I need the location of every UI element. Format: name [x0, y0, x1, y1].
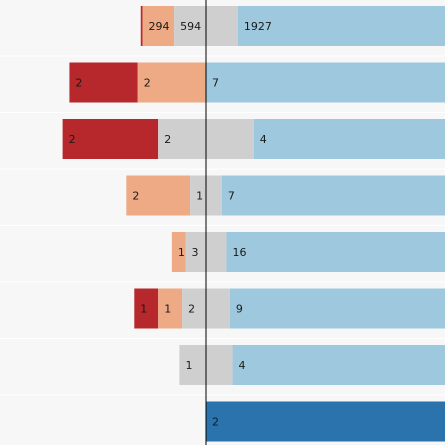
- mild-negative-segment: [137, 62, 206, 103]
- mild-negative-segment: [158, 288, 183, 329]
- mild-negative-value-label: 294: [148, 20, 169, 33]
- strong-negative-value-label: 1: [140, 303, 147, 316]
- strong-positive-value-label: 2: [212, 416, 219, 429]
- mild-positive-value-label: 9: [236, 303, 243, 316]
- neutral-value-label: 2: [188, 303, 195, 316]
- mild-positive-value-label: 7: [228, 190, 235, 203]
- neutral-value-label: 3: [192, 246, 199, 259]
- mild-negative-value-label: 1: [164, 303, 171, 316]
- mild-positive-segment: [232, 345, 445, 385]
- mild-negative-value-label: 2: [144, 77, 151, 90]
- mild-negative-segment: [142, 6, 175, 46]
- mild-positive-segment: [206, 62, 445, 103]
- mild-positive-value-label: 4: [239, 359, 246, 372]
- mild-negative-segment: [126, 175, 191, 216]
- mild-positive-segment: [226, 232, 445, 272]
- mild-negative-segment: [171, 232, 186, 272]
- mild-positive-value-label: 7: [212, 77, 219, 90]
- strong-positive-segment: [206, 401, 445, 442]
- neutral-value-label: 594: [180, 20, 201, 33]
- strong-negative-segment: [140, 6, 143, 46]
- mild-positive-value-label: 1927: [244, 20, 272, 33]
- neutral-value-label: 1: [196, 190, 203, 203]
- strong-negative-segment: [134, 288, 159, 329]
- mild-positive-segment: [229, 288, 445, 329]
- mild-negative-value-label: 2: [132, 190, 139, 203]
- neutral-value-label: 2: [164, 133, 171, 146]
- mild-negative-value-label: 1: [178, 246, 185, 259]
- mild-positive-segment: [253, 119, 445, 159]
- mild-positive-segment: [237, 6, 445, 46]
- strong-negative-segment: [62, 119, 159, 159]
- strong-negative-value-label: 2: [69, 133, 76, 146]
- strong-negative-segment: [69, 62, 138, 103]
- mild-positive-value-label: 16: [232, 246, 246, 259]
- strong-negative-value-label: 2: [75, 77, 82, 90]
- mild-positive-segment: [221, 175, 445, 216]
- mild-positive-value-label: 4: [260, 133, 267, 146]
- neutral-value-label: 1: [185, 359, 192, 372]
